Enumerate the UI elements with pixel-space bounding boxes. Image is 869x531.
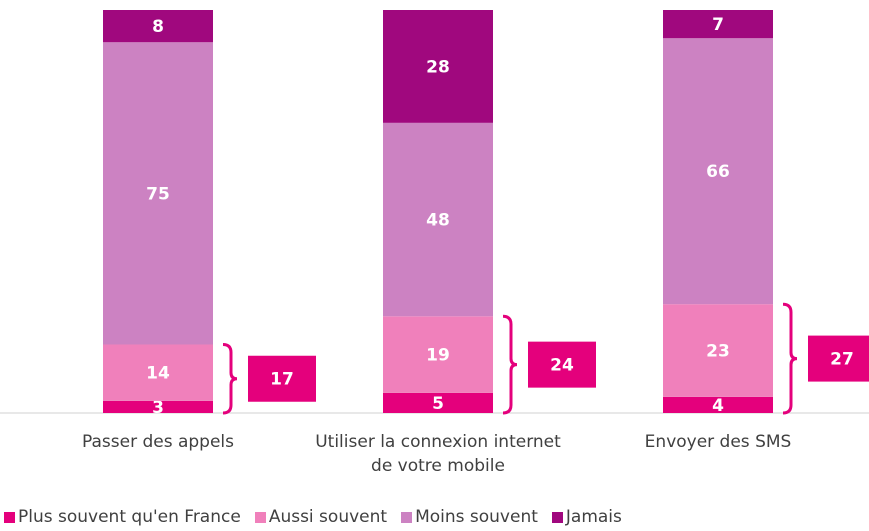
x-tick-label: Utiliser la connexion internet de votre … xyxy=(315,432,561,476)
data-label: 8 xyxy=(152,17,164,37)
annotation-label: 24 xyxy=(550,356,574,376)
bracket xyxy=(502,314,518,415)
bar-segment xyxy=(383,122,493,317)
legend-swatch xyxy=(254,511,266,523)
data-label: 66 xyxy=(706,162,730,182)
bar-segment xyxy=(383,392,493,413)
bar-segment xyxy=(103,10,213,43)
data-label: 23 xyxy=(706,342,730,362)
legend-label: Plus souvent qu'en France xyxy=(18,507,241,527)
data-label: 4 xyxy=(712,396,724,416)
data-label: 5 xyxy=(432,394,444,414)
x-tick-label: Passer des appels xyxy=(81,432,235,452)
legend-item: Aussi souvent xyxy=(254,507,388,527)
x-tick-label: Envoyer des SMS xyxy=(644,432,792,452)
data-label: 28 xyxy=(426,57,450,77)
legend-item: Plus souvent qu'en France xyxy=(4,507,241,527)
annotation-label: 27 xyxy=(830,350,854,370)
data-label: 7 xyxy=(712,15,724,35)
annotation-box xyxy=(528,341,596,388)
data-label: 75 xyxy=(146,184,170,204)
bar-segment xyxy=(103,42,213,345)
legend-label: Jamais xyxy=(565,507,622,527)
bar-segment xyxy=(663,10,773,39)
data-label: 19 xyxy=(426,346,450,366)
legend-item: Jamais xyxy=(551,507,622,527)
data-label: 48 xyxy=(426,211,450,231)
legend: Plus souvent qu'en France Aussi souvent Mo… xyxy=(4,507,622,527)
annotation-box xyxy=(808,335,869,382)
legend-label: Aussi souvent xyxy=(268,507,388,527)
data-label: 3 xyxy=(152,398,164,418)
data-label: 14 xyxy=(146,364,170,384)
bar-segment xyxy=(383,316,493,393)
bar-segment xyxy=(663,38,773,305)
bar-segment xyxy=(103,344,213,401)
bracket xyxy=(222,342,238,415)
annotation-box xyxy=(248,355,316,402)
legend-item: Moins souvent xyxy=(401,507,538,527)
legend-swatch xyxy=(401,511,413,523)
bar-segment xyxy=(663,396,773,413)
bracket xyxy=(782,302,798,415)
bar-segment xyxy=(383,10,493,123)
bar-segment xyxy=(663,304,773,397)
legend-label: Moins souvent xyxy=(415,507,538,527)
legend-swatch xyxy=(4,511,15,523)
annotation-label: 17 xyxy=(270,370,294,390)
legend-swatch xyxy=(551,511,563,523)
bar-segment xyxy=(103,400,213,413)
